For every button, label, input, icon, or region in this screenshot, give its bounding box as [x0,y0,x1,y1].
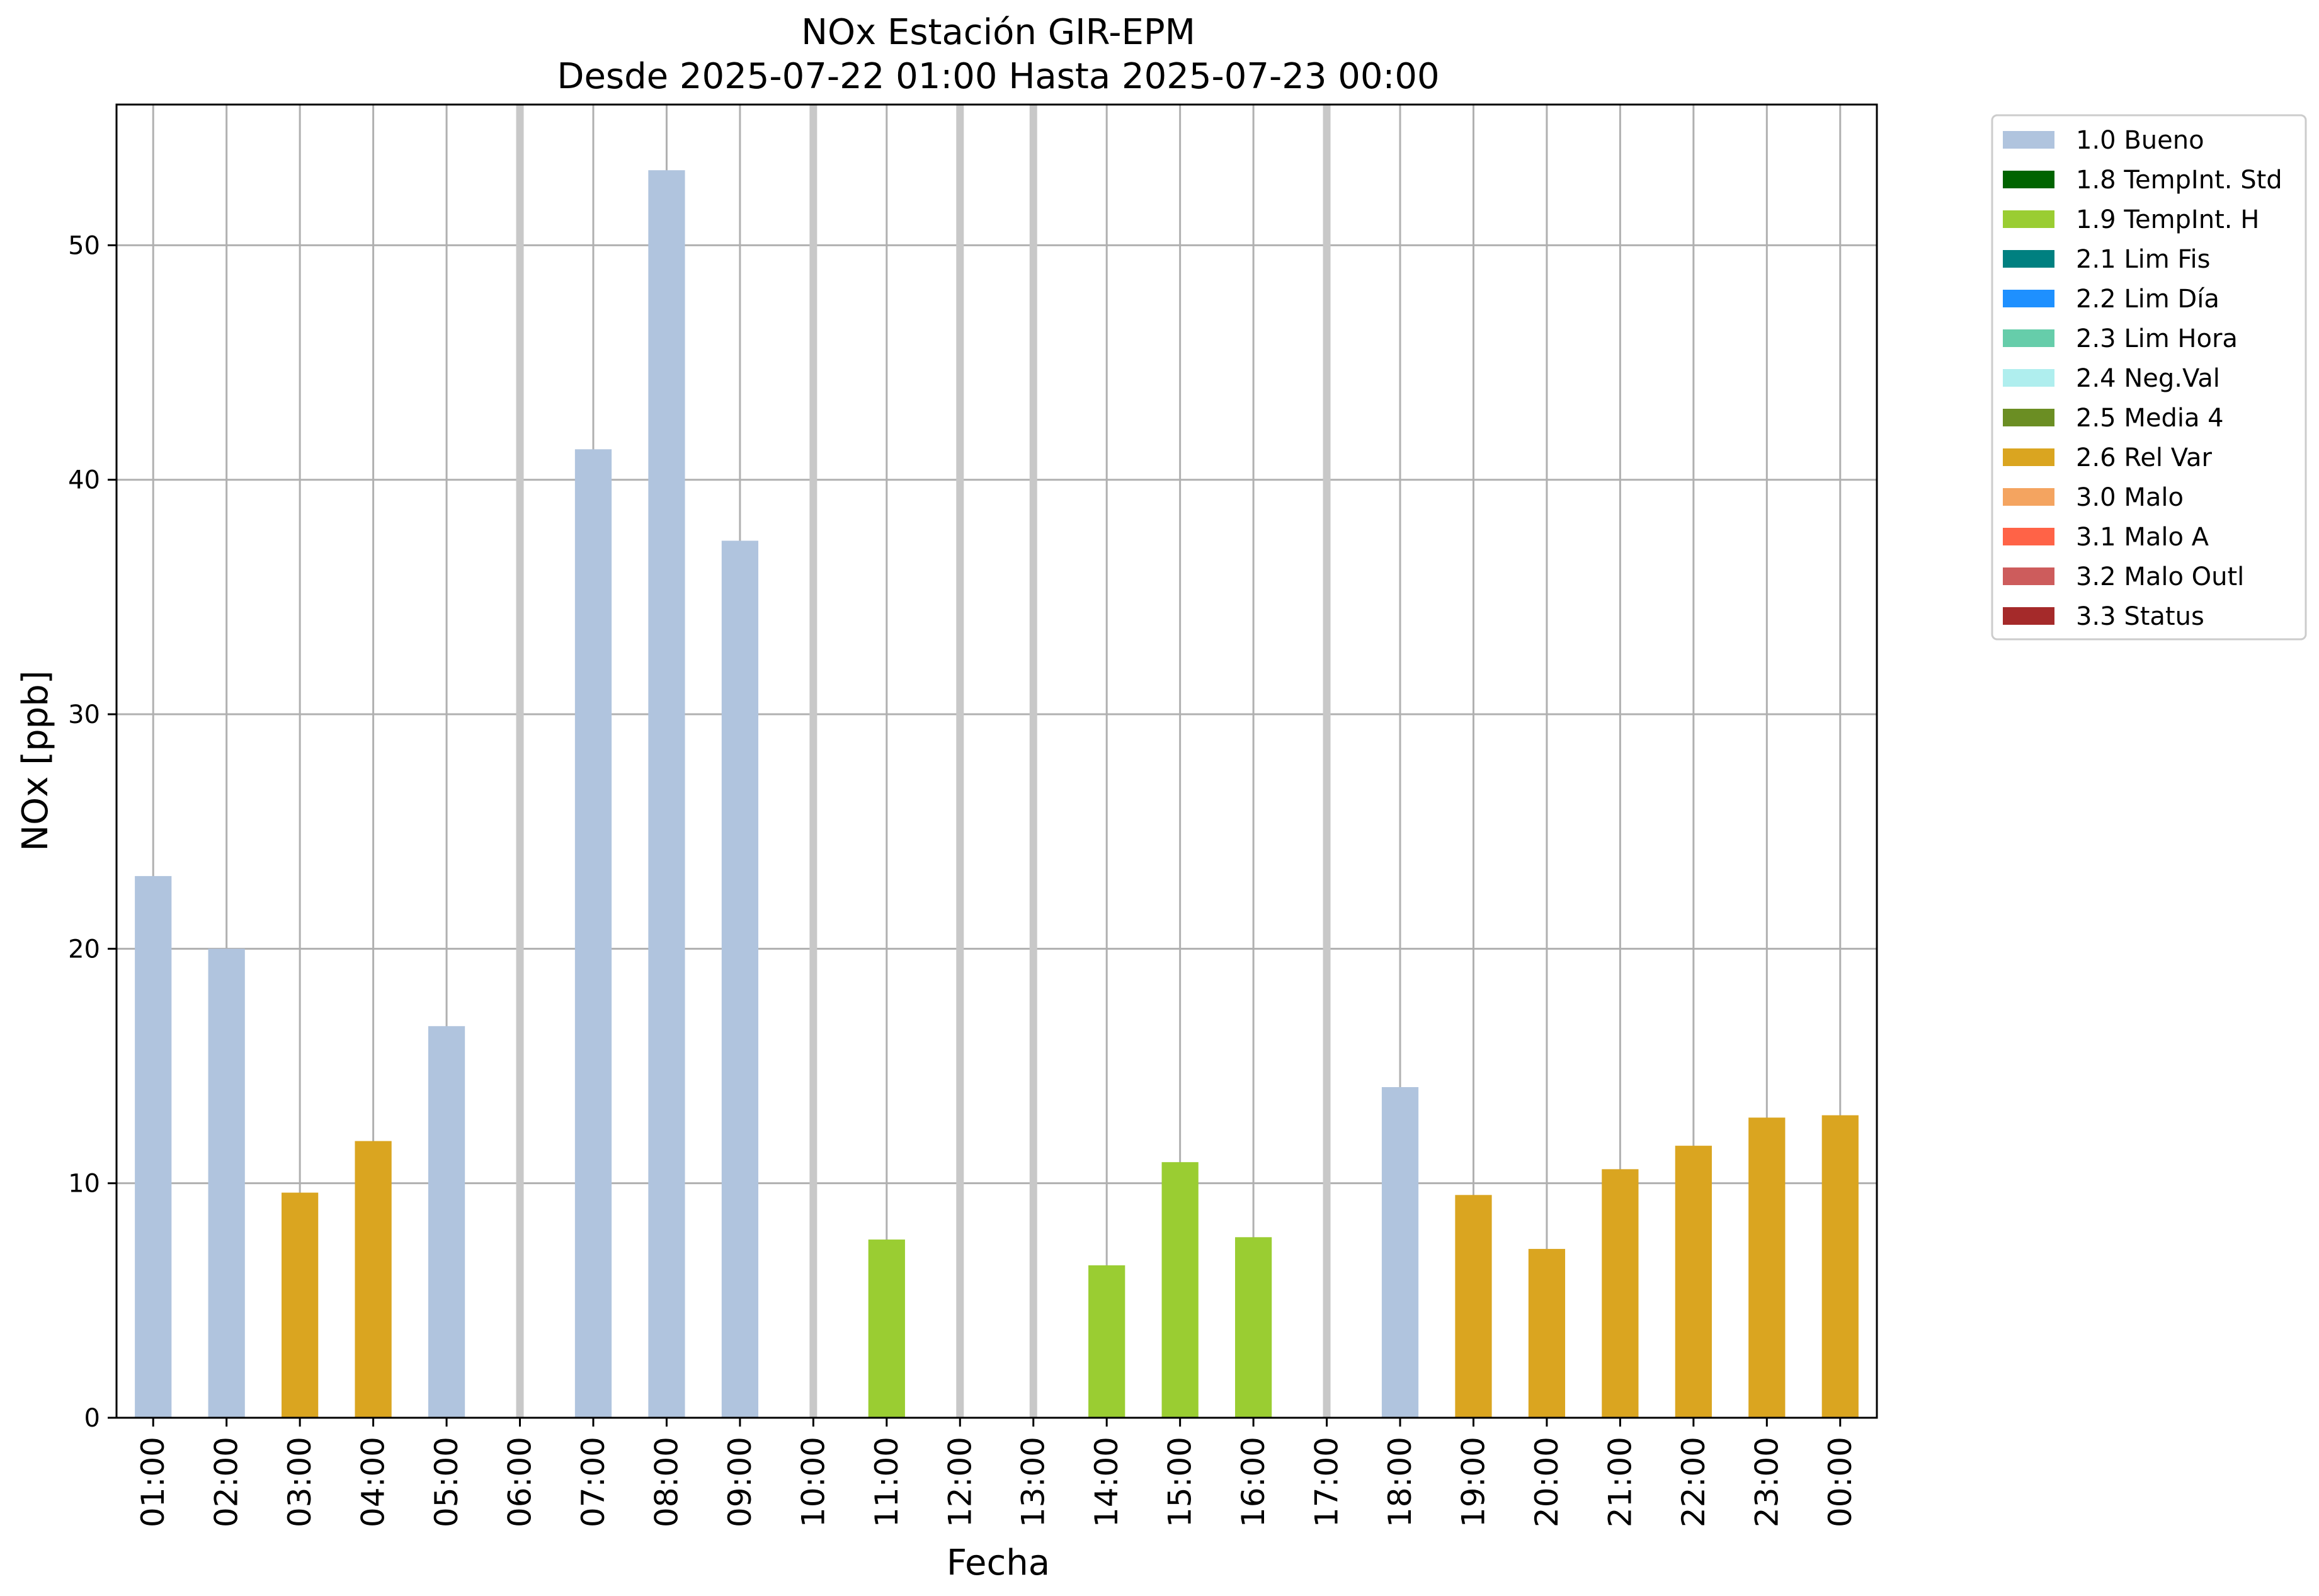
bar [1602,1169,1639,1418]
bar [1675,1146,1712,1418]
bar [574,449,612,1418]
x-axis-label: Fecha [947,1542,1050,1583]
x-tick-label: 16:00 [1235,1437,1272,1527]
legend-swatch [2003,290,2054,307]
y-tick-label: 10 [68,1170,100,1199]
x-tick-label: 20:00 [1529,1437,1565,1527]
missing-data-marker [956,105,964,1418]
y-tick-label: 30 [68,700,100,729]
missing-data-marker [1029,105,1037,1418]
bar [1381,1087,1419,1418]
bar [1528,1248,1566,1418]
x-tick-label: 23:00 [1748,1437,1785,1527]
y-axis-ticks: 0 10 20 30 40 50 [68,231,117,1433]
x-tick-label: 13:00 [1015,1437,1052,1527]
bar [868,1240,905,1418]
legend-label: 3.2 Malo Outl [2076,562,2244,591]
missing-data-marker [809,105,818,1418]
legend-label: 1.0 Bueno [2076,126,2204,155]
legend-label: 2.6 Rel Var [2076,443,2213,472]
chart-title: NOx Estación GIR-EPM [801,12,1195,53]
x-tick-label: 03:00 [282,1437,318,1527]
x-tick-label: 06:00 [502,1437,538,1527]
x-axis-ticks: 01:00 02:00 03:00 04:00 05:00 06:00 07:00 08:00… [135,1418,1859,1527]
x-tick-label: 17:00 [1309,1437,1345,1527]
legend-label: 2.5 Media 4 [2076,404,2224,433]
bar [1821,1115,1859,1418]
x-tick-label: 04:00 [355,1437,392,1527]
x-tick-label: 02:00 [208,1437,245,1527]
chart-subtitle: Desde 2025-07-22 01:00 Hasta 2025-07-23 … [557,56,1439,97]
bar [428,1026,465,1418]
x-tick-label: 01:00 [135,1437,171,1527]
legend-entries: 1.0 Bueno 1.8 TempInt. Std 1.9 TempInt. H 2… [2003,126,2282,631]
x-tick-label: 12:00 [942,1437,978,1527]
x-tick-label: 22:00 [1675,1437,1712,1527]
x-tick-label: 00:00 [1822,1437,1859,1527]
bar [1234,1237,1272,1418]
x-tick-label: 08:00 [648,1437,685,1527]
x-tick-label: 19:00 [1455,1437,1491,1527]
legend-label: 3.1 Malo A [2076,523,2209,552]
legend-swatch [2003,488,2054,506]
bar [282,1192,319,1418]
legend-swatch [2003,409,2054,426]
bar [1748,1117,1786,1418]
x-tick-label: 09:00 [722,1437,758,1527]
x-tick-label: 11:00 [869,1437,905,1527]
x-tick-label: 14:00 [1088,1437,1125,1527]
legend-label: 2.3 Lim Hora [2076,324,2238,353]
legend-label: 2.1 Lim Fis [2076,245,2210,274]
legend-frame [1991,114,2307,641]
bar [648,170,685,1418]
bar [1088,1265,1125,1418]
y-tick-label: 20 [68,935,100,964]
legend-label: 1.8 TempInt. Std [2076,166,2282,195]
y-axis-label: NOx [ppb] [15,670,56,851]
plot-frame [115,103,1878,1419]
bar [135,875,172,1418]
bar [721,540,759,1418]
legend-swatch [2003,329,2054,347]
y-tick-label: 50 [68,231,100,260]
legend-swatch [2003,171,2054,188]
legend-label: 3.0 Malo [2076,483,2184,512]
missing-data-marker [1323,105,1331,1418]
x-tick-label: 18:00 [1382,1437,1418,1527]
legend-swatch [2003,567,2054,585]
legend-swatch [2003,607,2054,625]
missing-data-markers [516,105,1331,1418]
bar [1161,1162,1199,1418]
x-tick-label: 05:00 [428,1437,465,1527]
legend-label: 2.2 Lim Día [2076,285,2219,314]
legend-swatch [2003,448,2054,466]
legend-swatch [2003,250,2054,268]
x-tick-label: 10:00 [795,1437,831,1527]
legend-label: 2.4 Neg.Val [2076,364,2220,393]
legend-swatch [2003,369,2054,387]
legend-label: 1.9 TempInt. H [2076,205,2259,234]
bar [355,1141,392,1418]
legend-swatch [2003,528,2054,545]
missing-data-marker [516,105,524,1418]
legend: 1.0 Bueno 1.8 TempInt. Std 1.9 TempInt. H 2… [1991,114,2307,641]
x-tick-label: 21:00 [1602,1437,1638,1527]
bar-layer [135,170,1859,1418]
x-tick-label: 15:00 [1162,1437,1199,1527]
legend-swatch [2003,131,2054,149]
legend-label: 3.3 Status [2076,602,2204,631]
bar [208,949,245,1418]
legend-swatch [2003,210,2054,228]
y-tick-label: 40 [68,466,100,495]
x-tick-label: 07:00 [575,1437,612,1527]
bar [1455,1195,1492,1418]
y-tick-label: 0 [84,1404,100,1433]
